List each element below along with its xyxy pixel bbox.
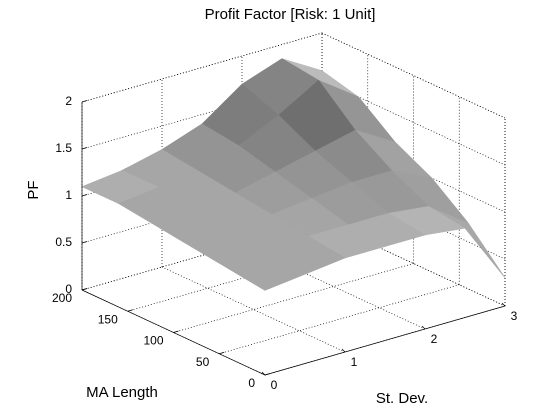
y-tick-label: 50 xyxy=(196,355,210,369)
z-tick xyxy=(81,147,88,150)
y-tick xyxy=(264,373,271,376)
grid-line xyxy=(161,266,346,353)
surface-patch xyxy=(227,252,306,291)
z-tick-label: 2 xyxy=(65,94,72,108)
box-edge xyxy=(321,32,506,119)
y-tick xyxy=(127,309,133,312)
x-tick-label: 3 xyxy=(511,309,518,323)
z-tick xyxy=(81,241,88,244)
z-axis-label: PF xyxy=(25,180,42,199)
z-tick-label: 0.5 xyxy=(55,235,72,249)
x-tick xyxy=(341,348,346,353)
y-tick-label: 200 xyxy=(52,291,72,305)
x-tick-label: 2 xyxy=(431,332,438,346)
y-tick-label: 0 xyxy=(248,376,255,390)
x-axis-label: St. Dev. xyxy=(376,390,428,407)
z-tick-label: 1 xyxy=(65,188,72,202)
x-tick xyxy=(261,371,266,376)
y-axis-label: MA Length xyxy=(86,384,158,401)
y-tick xyxy=(173,330,179,333)
y-tick-label: 150 xyxy=(98,312,118,326)
y-tick xyxy=(81,288,88,291)
z-tick-label: 0 xyxy=(65,282,72,296)
y-tick xyxy=(219,351,225,355)
x-tick-label: 1 xyxy=(351,355,358,369)
y-tick-label: 100 xyxy=(143,334,163,348)
z-tick xyxy=(81,100,88,103)
x-tick xyxy=(421,325,426,330)
x-tick-label: 0 xyxy=(271,378,278,392)
x-axis xyxy=(264,305,506,376)
chart-title: Profit Factor [Risk: 1 Unit] xyxy=(205,6,376,23)
x-tick xyxy=(501,302,506,307)
z-tick xyxy=(81,194,88,197)
z-tick-label: 1.5 xyxy=(55,141,72,155)
